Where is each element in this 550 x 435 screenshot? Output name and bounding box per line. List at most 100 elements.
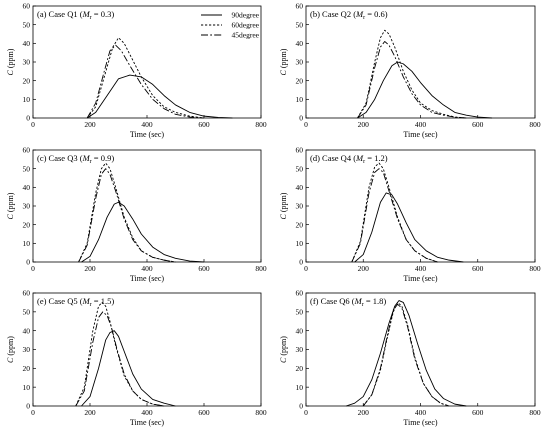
- series-line-90degree: [81, 201, 205, 263]
- y-tick-label: 40: [23, 326, 31, 335]
- y-tick-label: 30: [23, 202, 31, 211]
- y-tick-label: 40: [296, 39, 304, 48]
- series-line-45degree: [362, 303, 450, 407]
- y-tick-label: 10: [23, 383, 31, 392]
- panel-title: (a) Case Q1 (Mr = 0.3): [37, 9, 114, 21]
- series-line-90degree: [354, 192, 464, 263]
- y-tick-label: 60: [296, 289, 304, 298]
- x-tick-label: 400: [415, 408, 427, 417]
- series-line-60degree: [75, 301, 165, 407]
- y-axis-label: C (ppm): [279, 48, 288, 75]
- plot-frame: [32, 5, 262, 119]
- y-axis-label: C (ppm): [6, 48, 15, 75]
- plot-frame: [32, 149, 262, 263]
- panel-title: (c) Case Q3 (Mr = 0.9): [37, 153, 114, 165]
- x-tick-label: 800: [255, 408, 267, 417]
- x-tick-label: 200: [358, 264, 370, 273]
- y-tick-label: 10: [296, 239, 304, 248]
- y-tick-label: 30: [296, 58, 304, 67]
- x-tick-label: 400: [415, 264, 427, 273]
- y-tick-label: 30: [23, 345, 31, 354]
- x-tick-label: 200: [358, 408, 370, 417]
- panel-title: (e) Case Q5 (Mr = 1.5): [37, 296, 114, 308]
- panel-3: 0 200 400 600 800 0 10 20 30 40 50 60 Time (sec) C (p…: [6, 146, 267, 283]
- x-tick-label: 800: [255, 264, 267, 273]
- x-axis-label: Time (sec): [403, 418, 437, 427]
- y-tick-label: 10: [23, 239, 31, 248]
- y-tick-label: 60: [23, 146, 31, 155]
- y-tick-label: 60: [296, 146, 304, 155]
- y-axis-label: C (ppm): [6, 192, 15, 219]
- x-tick-label: 0: [31, 120, 35, 129]
- y-tick-label: 40: [296, 326, 304, 335]
- x-tick-label: 600: [472, 408, 484, 417]
- y-tick-label: 50: [296, 164, 304, 173]
- x-tick-label: 800: [255, 120, 267, 129]
- plot-frame: [305, 5, 536, 119]
- y-tick-label: 60: [296, 2, 304, 11]
- x-tick-label: 200: [84, 408, 96, 417]
- y-tick-label: 50: [23, 20, 31, 29]
- x-axis-label: Time (sec): [403, 274, 437, 283]
- x-tick-label: 400: [141, 120, 153, 129]
- y-tick-label: 20: [23, 364, 31, 373]
- y-axis-label: C (ppm): [279, 336, 288, 363]
- y-tick-label: 50: [296, 307, 304, 316]
- x-tick-label: 0: [31, 408, 35, 417]
- y-tick-label: 30: [296, 202, 304, 211]
- x-axis-label: Time (sec): [403, 130, 437, 139]
- series-line-45degree: [357, 41, 467, 119]
- legend-label: 45degree: [232, 31, 260, 40]
- plot-frame: [32, 292, 262, 407]
- plot-frame: [305, 292, 536, 407]
- panel-4: 0 200 400 600 800 0 10 20 30 40 50 60 Time (sec) C (p…: [279, 146, 541, 283]
- y-tick-label: 20: [296, 364, 304, 373]
- series-line-90degree: [357, 61, 493, 119]
- series-line-60degree: [86, 37, 205, 119]
- x-tick-label: 400: [141, 408, 153, 417]
- y-tick-label: 30: [23, 58, 31, 67]
- panel-5: 0 200 400 600 800 0 10 20 30 40 50 60 Time (sec) C (p…: [6, 289, 267, 427]
- x-tick-label: 0: [31, 264, 35, 273]
- series-line-45degree: [351, 168, 438, 263]
- series-line-60degree: [351, 162, 438, 263]
- panel-title: (f) Case Q6 (Mr = 1.8): [310, 296, 386, 308]
- x-tick-label: 800: [529, 264, 541, 273]
- x-tick-label: 800: [529, 408, 541, 417]
- legend-label: 90degree: [232, 11, 260, 20]
- panel-1: 0 200 400 600 800 0 10 20 30 40 50 60 Time (sec) C (p…: [6, 2, 267, 139]
- y-tick-label: 0: [26, 402, 30, 411]
- y-axis-label: C (ppm): [279, 192, 288, 219]
- x-tick-label: 400: [141, 264, 153, 273]
- y-tick-label: 0: [299, 114, 303, 123]
- y-tick-label: 40: [23, 39, 31, 48]
- y-tick-label: 20: [296, 220, 304, 229]
- panel-6: 0 200 400 600 800 0 10 20 30 40 50 60 Time (sec) C (p…: [279, 289, 541, 427]
- x-tick-label: 0: [304, 120, 308, 129]
- panel-title: (d) Case Q4 (Mr = 1.2): [310, 153, 388, 165]
- y-tick-label: 50: [23, 164, 31, 173]
- y-tick-label: 20: [296, 76, 304, 85]
- series-line-90degree: [81, 330, 176, 407]
- series-line-45degree: [78, 168, 176, 263]
- panel-title: (b) Case Q2 (Mr = 0.6): [310, 9, 388, 21]
- series-line-90degree: [345, 300, 467, 407]
- y-tick-label: 50: [296, 20, 304, 29]
- x-tick-label: 600: [198, 120, 210, 129]
- panel-2: 0 200 400 600 800 0 10 20 30 40 50 60 Time (sec) C (p…: [279, 2, 541, 139]
- series-line-60degree: [78, 162, 176, 263]
- legend-label: 60degree: [232, 21, 260, 30]
- y-tick-label: 40: [296, 183, 304, 192]
- x-tick-label: 800: [529, 120, 541, 129]
- y-tick-label: 10: [296, 383, 304, 392]
- x-tick-label: 600: [198, 408, 210, 417]
- y-tick-label: 60: [23, 289, 31, 298]
- x-tick-label: 0: [304, 408, 308, 417]
- y-tick-label: 50: [23, 307, 31, 316]
- x-tick-label: 600: [472, 120, 484, 129]
- x-axis-label: Time (sec): [130, 130, 164, 139]
- y-tick-label: 0: [299, 258, 303, 267]
- y-tick-label: 0: [26, 258, 30, 267]
